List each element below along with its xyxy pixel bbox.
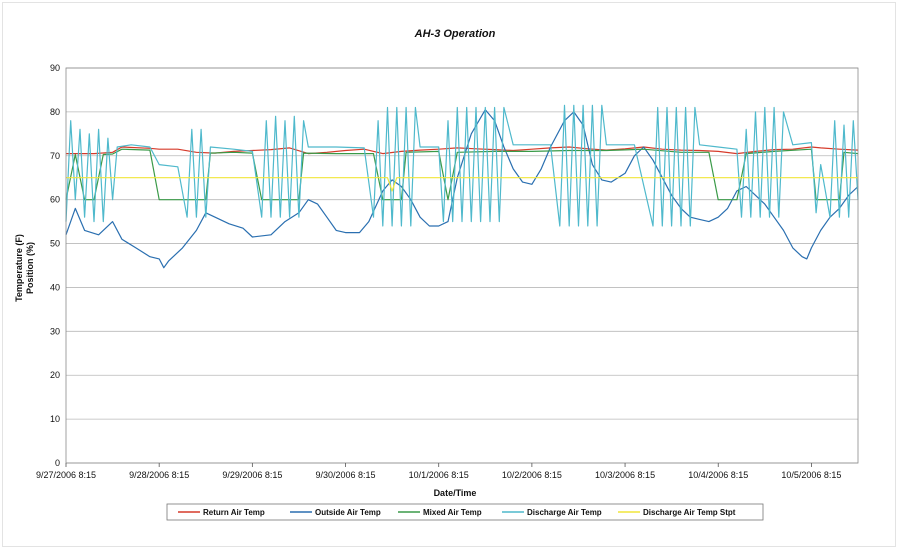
y-tick-label-70: 70 xyxy=(50,151,60,161)
y-axis-title-line2: Position (%) xyxy=(25,242,35,294)
legend-box xyxy=(166,503,764,521)
plot-border xyxy=(65,67,859,464)
series-line-4 xyxy=(66,177,858,192)
x-tick-label-1: 9/28/2006 8:15 xyxy=(129,470,189,480)
legend-label-4: Discharge Air Temp Stpt xyxy=(643,508,736,517)
x-tick-label-6: 10/3/2006 8:15 xyxy=(595,470,655,480)
y-axis-title-line1: Temperature (F) xyxy=(14,234,24,302)
legend-label-0: Return Air Temp xyxy=(203,508,265,517)
x-tick-label-5: 10/2/2006 8:15 xyxy=(502,470,562,480)
x-tick-label-4: 10/1/2006 8:15 xyxy=(409,470,469,480)
x-tick-label-3: 9/30/2006 8:15 xyxy=(315,470,375,480)
y-tick-label-40: 40 xyxy=(50,282,60,292)
legend-label-3: Discharge Air Temp xyxy=(527,508,602,517)
y-tick-label-0: 0 xyxy=(55,458,60,468)
y-tick-label-60: 60 xyxy=(50,195,60,205)
x-tick-labels: 9/27/2006 8:15 9/28/2006 8:15 9/29/2006 8:… xyxy=(36,470,841,480)
series-line-3 xyxy=(65,104,859,227)
legend: Return Air Temp Outside Air Temp Mixed Air… xyxy=(166,503,764,521)
legend-label-2: Mixed Air Temp xyxy=(423,508,482,517)
x-tick-label-0: 9/27/2006 8:15 xyxy=(36,470,96,480)
x-tick-label-7: 10/4/2006 8:15 xyxy=(688,470,748,480)
x-tick-label-8: 10/5/2006 8:15 xyxy=(781,470,841,480)
chart-title: AH-3 Operation xyxy=(414,28,496,40)
x-tick-label-2: 9/29/2006 8:15 xyxy=(222,470,282,480)
axes xyxy=(65,67,859,467)
y-tick-label-20: 20 xyxy=(50,370,60,380)
gridlines xyxy=(66,67,858,464)
y-tick-label-50: 50 xyxy=(50,239,60,249)
x-axis-title: Date/Time xyxy=(434,488,477,498)
series-group xyxy=(65,104,859,269)
y-tick-labels: 0 10 20 30 40 50 60 70 80 90 xyxy=(50,63,60,468)
y-tick-label-80: 80 xyxy=(50,107,60,117)
y-tick-label-10: 10 xyxy=(50,414,60,424)
legend-label-1: Outside Air Temp xyxy=(315,508,381,517)
y-tick-label-30: 30 xyxy=(50,326,60,336)
y-tick-label-90: 90 xyxy=(50,63,60,73)
